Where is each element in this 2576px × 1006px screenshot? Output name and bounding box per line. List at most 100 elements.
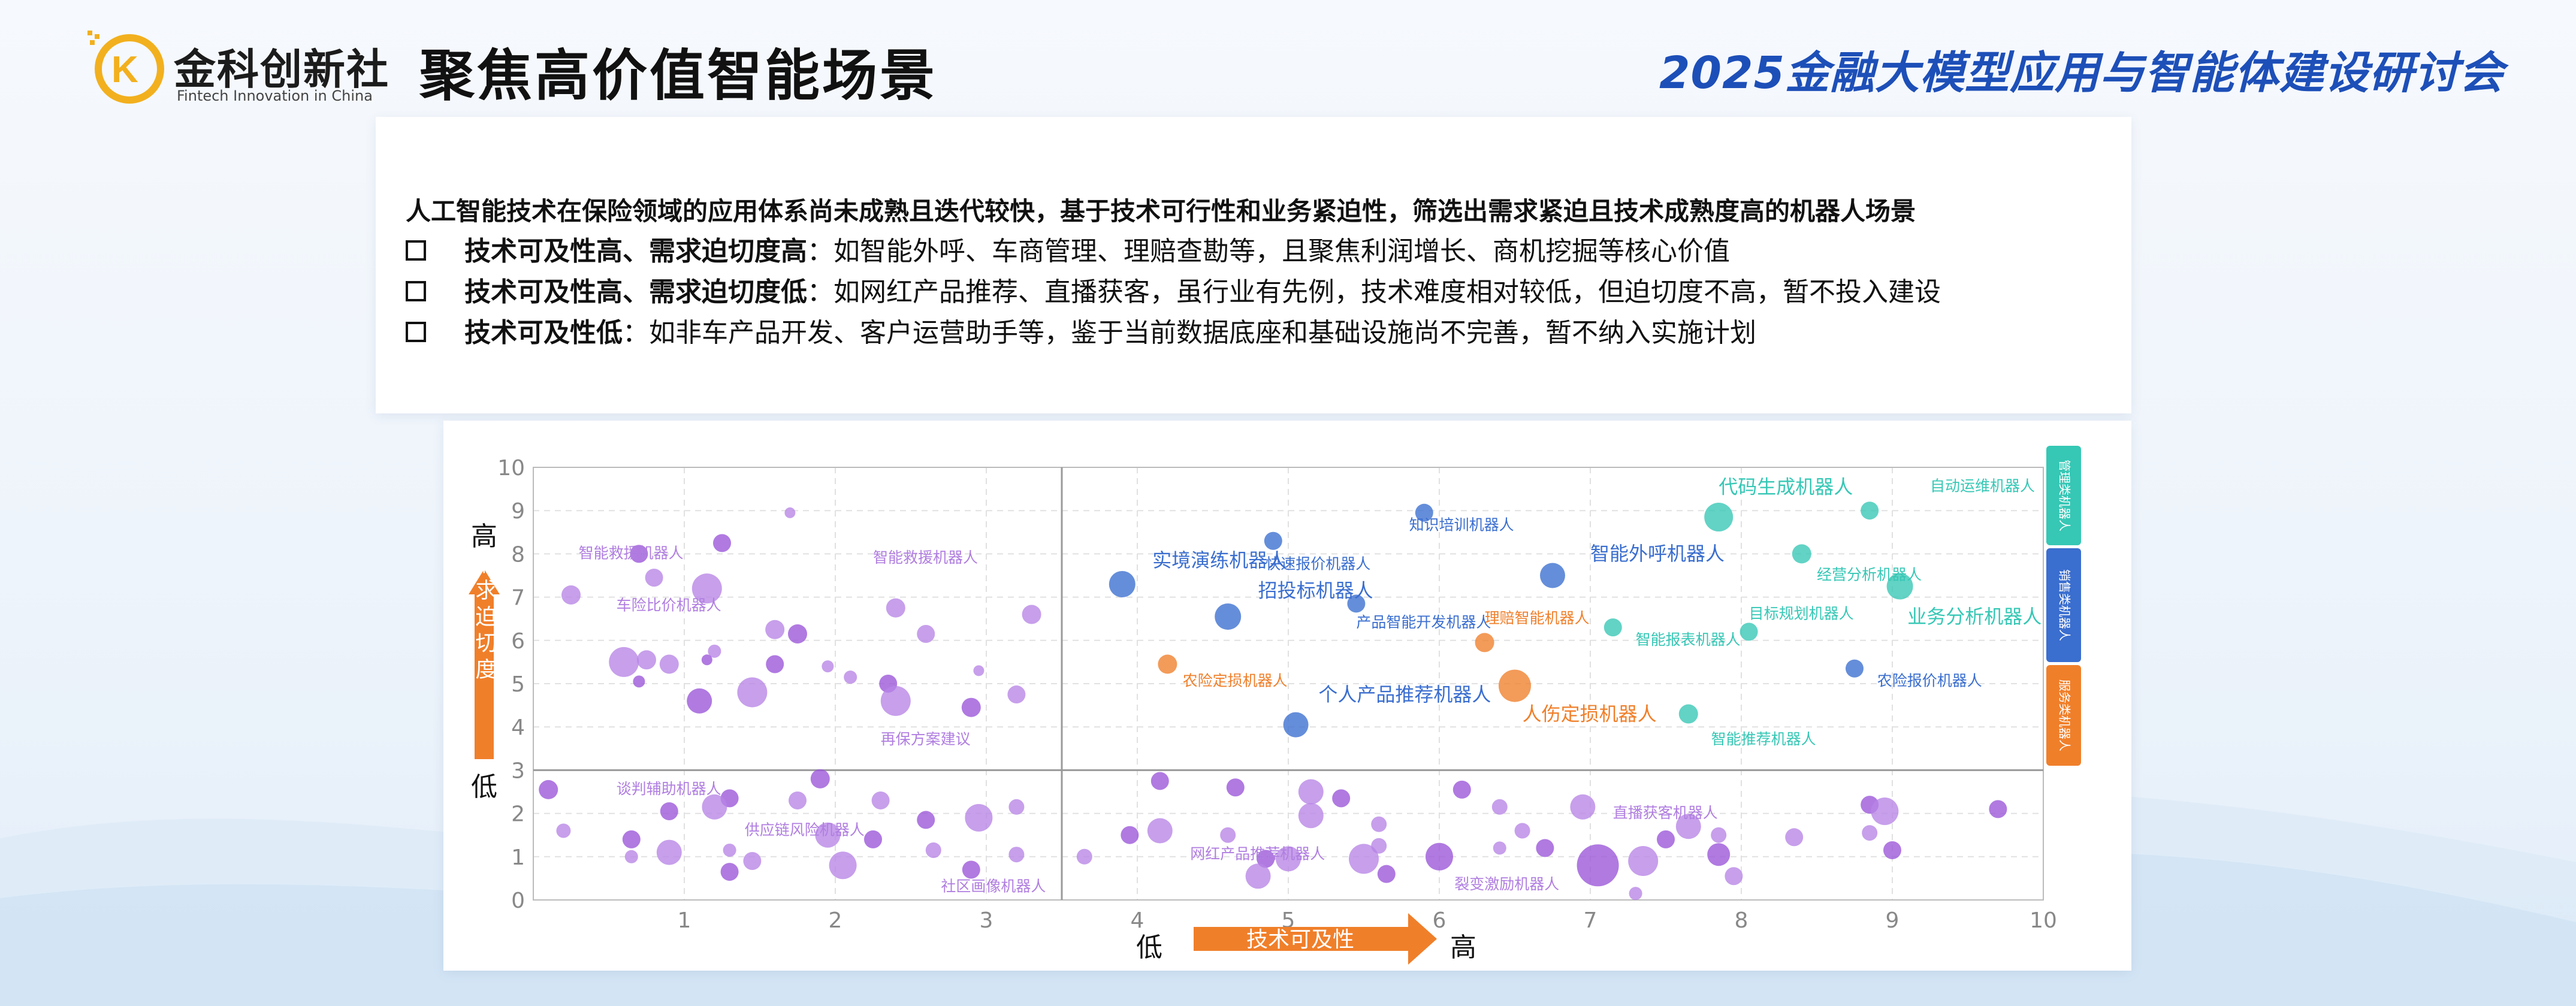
data-point: [784, 507, 796, 518]
data-point: [1109, 570, 1136, 597]
data-point: [1298, 803, 1324, 829]
data-point: [622, 830, 641, 848]
point-label: 农险定损机器人: [1183, 672, 1288, 690]
point-label: 产品智能开发机器人: [1356, 614, 1491, 631]
bullet-2: 技术可及性高、需求迫切度低：如网红产品推荐、直播获客，虽行业有先例，技术难度相对…: [406, 270, 1941, 309]
data-point: [1147, 818, 1173, 844]
data-point: [1629, 887, 1642, 901]
y-axis-arrow-icon: [469, 569, 500, 759]
data-points: [539, 502, 2007, 901]
legend-tab: [2046, 446, 2081, 545]
data-point: [1347, 594, 1366, 613]
data-point: [1989, 800, 2007, 818]
data-point: [973, 665, 985, 676]
data-point: [1514, 823, 1530, 839]
data-point: [1792, 544, 1811, 564]
point-label: 代码生成机器人: [1719, 475, 1853, 498]
point-label: 个人产品推荐机器人: [1318, 683, 1491, 706]
data-point: [1628, 846, 1659, 877]
data-point: [1415, 503, 1433, 522]
point-label: 社区画像机器人: [941, 878, 1046, 895]
data-point: [864, 830, 882, 848]
data-point: [766, 655, 784, 673]
data-point: [1332, 789, 1351, 808]
data-point: [1675, 814, 1701, 839]
data-point: [1215, 603, 1242, 630]
data-point: [1707, 843, 1731, 866]
data-point: [815, 822, 841, 848]
y-tick-label: 6: [511, 629, 525, 654]
point-label: 供应链风险机器人: [745, 821, 865, 839]
bullet-title: 技术可及性低: [464, 318, 623, 348]
data-point: [1008, 799, 1025, 815]
data-point: [1076, 848, 1092, 865]
x-tick-label: 6: [1433, 908, 1446, 933]
y-tick-label: 9: [511, 499, 525, 524]
bullet-text: ：如非车产品开发、客户运营助手等，鉴于当前数据底座和基础设施尚不完善，暂不纳入实…: [623, 318, 1756, 348]
data-point: [609, 647, 639, 677]
data-point: [1349, 844, 1379, 874]
data-point: [965, 803, 993, 832]
y-axis-high-label: 高: [471, 521, 497, 552]
data-point: [1150, 772, 1169, 790]
data-point: [1704, 503, 1734, 532]
x-tick-label: 1: [678, 908, 691, 933]
legend-label: 服务类机器人: [2058, 679, 2072, 751]
x-axis-low-label: 低: [1136, 932, 1162, 963]
data-point: [1536, 839, 1554, 857]
data-point: [691, 573, 722, 604]
y-tick-label: 3: [511, 759, 525, 783]
x-tick-label: 9: [1886, 908, 1899, 933]
legend-tab: [2046, 548, 2081, 662]
data-point: [1846, 659, 1864, 678]
data-point: [1493, 841, 1506, 855]
data-point: [539, 780, 558, 799]
data-point: [1499, 669, 1531, 702]
point-label: 农险报价机器人: [1877, 672, 1982, 690]
x-tick-label: 3: [980, 908, 993, 933]
y-tick-label: 5: [511, 672, 525, 697]
logo-en: Fintech Innovation in China: [177, 87, 373, 104]
data-point: [633, 675, 645, 688]
data-point: [1678, 704, 1698, 724]
logo: K 金科创新社 Fintech Innovation in China: [84, 24, 388, 108]
logo-mark-icon: K: [87, 31, 164, 104]
legend-label: 管理类机器人: [2058, 460, 2072, 531]
data-point: [1861, 502, 1879, 520]
y-tick-label: 10: [497, 456, 525, 481]
x-axis-label: 技术可及性: [1246, 928, 1354, 952]
bullet-title: 技术可及性高、需求迫切度低: [464, 277, 807, 307]
data-point: [743, 852, 762, 871]
page-title: 聚焦高价值智能场景: [419, 44, 938, 108]
data-point: [1603, 618, 1622, 637]
point-label: 谈判辅助机器人: [617, 780, 721, 797]
data-point: [1226, 778, 1245, 797]
x-tick-label: 5: [1282, 908, 1295, 933]
conference-title: 2025金融大模型应用与智能体建设研讨会: [1659, 47, 2504, 99]
data-point: [624, 850, 638, 863]
point-label: 智能报表机器人: [1636, 631, 1741, 648]
square-bullet-icon: [406, 240, 426, 261]
data-point: [701, 654, 712, 666]
data-point: [1725, 867, 1743, 886]
data-point: [1711, 827, 1727, 843]
point-label: 目标规划机器人: [1749, 605, 1854, 623]
data-point: [844, 670, 857, 684]
data-point: [871, 791, 890, 809]
data-point: [925, 842, 941, 858]
data-point: [645, 569, 663, 587]
y-tick-label: 1: [511, 845, 525, 870]
data-point: [1158, 654, 1177, 674]
data-point: [1785, 828, 1804, 847]
data-point: [637, 650, 656, 670]
x-tick-label: 8: [1735, 908, 1748, 933]
data-point: [723, 843, 736, 857]
intro-lead: 人工智能技术在保险领域的应用体系尚未成熟且迭代较快，基于技术可行性和业务紧迫性，…: [406, 197, 1916, 226]
data-point: [737, 677, 768, 708]
logo-cn: 金科创新社: [174, 45, 389, 94]
point-label: 快速报价机器人: [1266, 555, 1370, 573]
point-label: 自动运维机器人: [1930, 478, 2035, 495]
data-point: [1452, 780, 1471, 799]
data-point: [1007, 685, 1026, 704]
data-point: [1377, 865, 1396, 883]
